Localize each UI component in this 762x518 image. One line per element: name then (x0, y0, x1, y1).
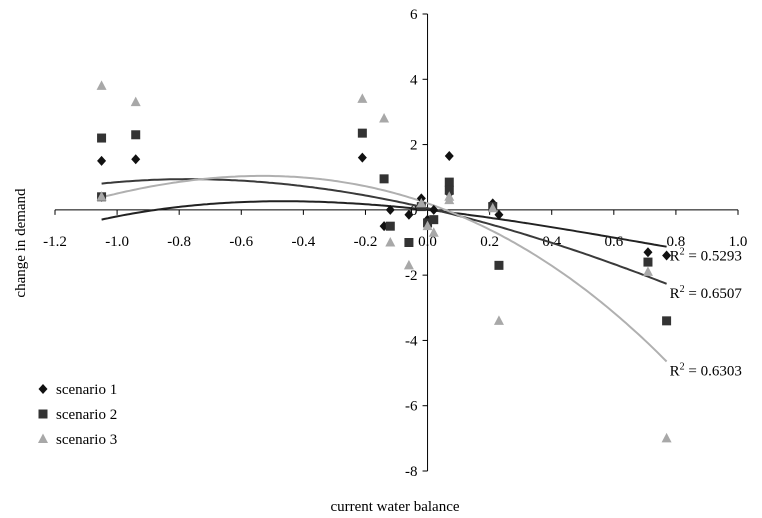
y-tick-label: 2 (410, 138, 418, 154)
point-scenario-1 (404, 209, 414, 220)
point-scenario-1 (494, 209, 504, 220)
legend-marker-scenario-2 (38, 409, 48, 419)
r-squared-labels: R2 = 0.5293 R2 = 0.6507 R2 = 0.6303 (670, 247, 743, 380)
point-scenario-3 (96, 80, 107, 90)
x-tick-label: -1.2 (43, 234, 67, 250)
point-scenario-1 (357, 152, 367, 163)
legend-label: scenario 2 (56, 407, 117, 423)
point-scenario-3 (428, 227, 439, 237)
point-scenario-3 (422, 220, 433, 231)
point-scenario-3 (493, 315, 504, 325)
y-tick-label: -2 (405, 268, 418, 284)
x-tick-label: 0.8 (667, 234, 686, 250)
x-axis-title: current water balance (330, 499, 459, 515)
point-scenario-3 (487, 202, 498, 213)
data-points (96, 80, 672, 443)
y-tick-label: -4 (405, 333, 418, 349)
point-scenario-2 (444, 185, 454, 195)
point-scenario-3 (642, 266, 653, 276)
trendline-scenario-1 (101, 200, 667, 248)
point-scenario-3 (661, 432, 672, 443)
y-tick-label: 4 (410, 72, 418, 88)
y-tick-label: -6 (405, 399, 418, 415)
x-tick-label: -0.4 (291, 234, 315, 250)
trendline-scenario-3 (101, 174, 668, 363)
point-scenario-2 (662, 316, 672, 326)
x-tick-label: 1.0 (729, 234, 748, 250)
point-scenario-2 (379, 174, 389, 184)
y-tick-label: -8 (405, 464, 418, 480)
point-scenario-2 (357, 128, 367, 138)
r-squared-label: R2 = 0.6507 (670, 284, 743, 302)
x-tick-label: 0.2 (480, 234, 499, 250)
point-scenario-1 (643, 247, 653, 258)
point-scenario-2 (429, 215, 439, 225)
y-tick-label: 6 (410, 7, 418, 23)
point-scenario-2 (444, 177, 454, 187)
y-axis-title: change in demand (13, 188, 29, 298)
legend-marker-scenario-3 (38, 433, 48, 443)
point-scenario-2 (494, 260, 504, 270)
r-squared-label: R2 = 0.5293 (670, 247, 742, 265)
point-scenario-3 (379, 112, 390, 123)
axes: -1.2 -1.0 -0.8 -0.6 -0.4 -0.2 0.0 0.2 0.4 0.6 0.8 1… (43, 7, 747, 480)
point-scenario-2 (643, 257, 653, 267)
point-scenario-3 (416, 197, 427, 208)
point-scenario-1 (429, 204, 439, 215)
y-tick-label: 0 (410, 203, 418, 219)
point-scenario-2 (404, 238, 414, 247)
point-scenario-3 (130, 96, 141, 107)
legend-label: scenario 1 (56, 382, 117, 398)
x-tick-label: -0.8 (167, 234, 191, 250)
legend-marker-scenario-1 (38, 384, 48, 394)
point-scenario-2 (385, 221, 395, 231)
x-tick-label: 0.0 (418, 234, 437, 250)
x-tick-label: -1.0 (105, 234, 129, 250)
point-scenario-3 (96, 191, 107, 201)
x-tick-label: -0.2 (354, 234, 378, 250)
point-scenario-1 (131, 154, 141, 165)
point-scenario-1 (444, 150, 454, 161)
x-tick-label: -0.6 (229, 234, 253, 250)
r-squared-label: R2 = 0.6303 (670, 361, 742, 379)
point-scenario-3 (444, 191, 455, 201)
point-scenario-1 (385, 204, 395, 215)
point-scenario-3 (403, 259, 414, 270)
point-scenario-1 (662, 250, 672, 261)
point-scenario-3 (385, 237, 396, 247)
trendlines (101, 174, 668, 363)
legend-label: scenario 3 (56, 432, 117, 448)
legend: scenario 1 scenario 2 scenario 3 (38, 382, 117, 448)
point-scenario-2 (97, 133, 107, 143)
point-scenario-3 (357, 93, 368, 103)
point-scenario-2 (131, 130, 141, 140)
point-scenario-1 (97, 155, 107, 166)
